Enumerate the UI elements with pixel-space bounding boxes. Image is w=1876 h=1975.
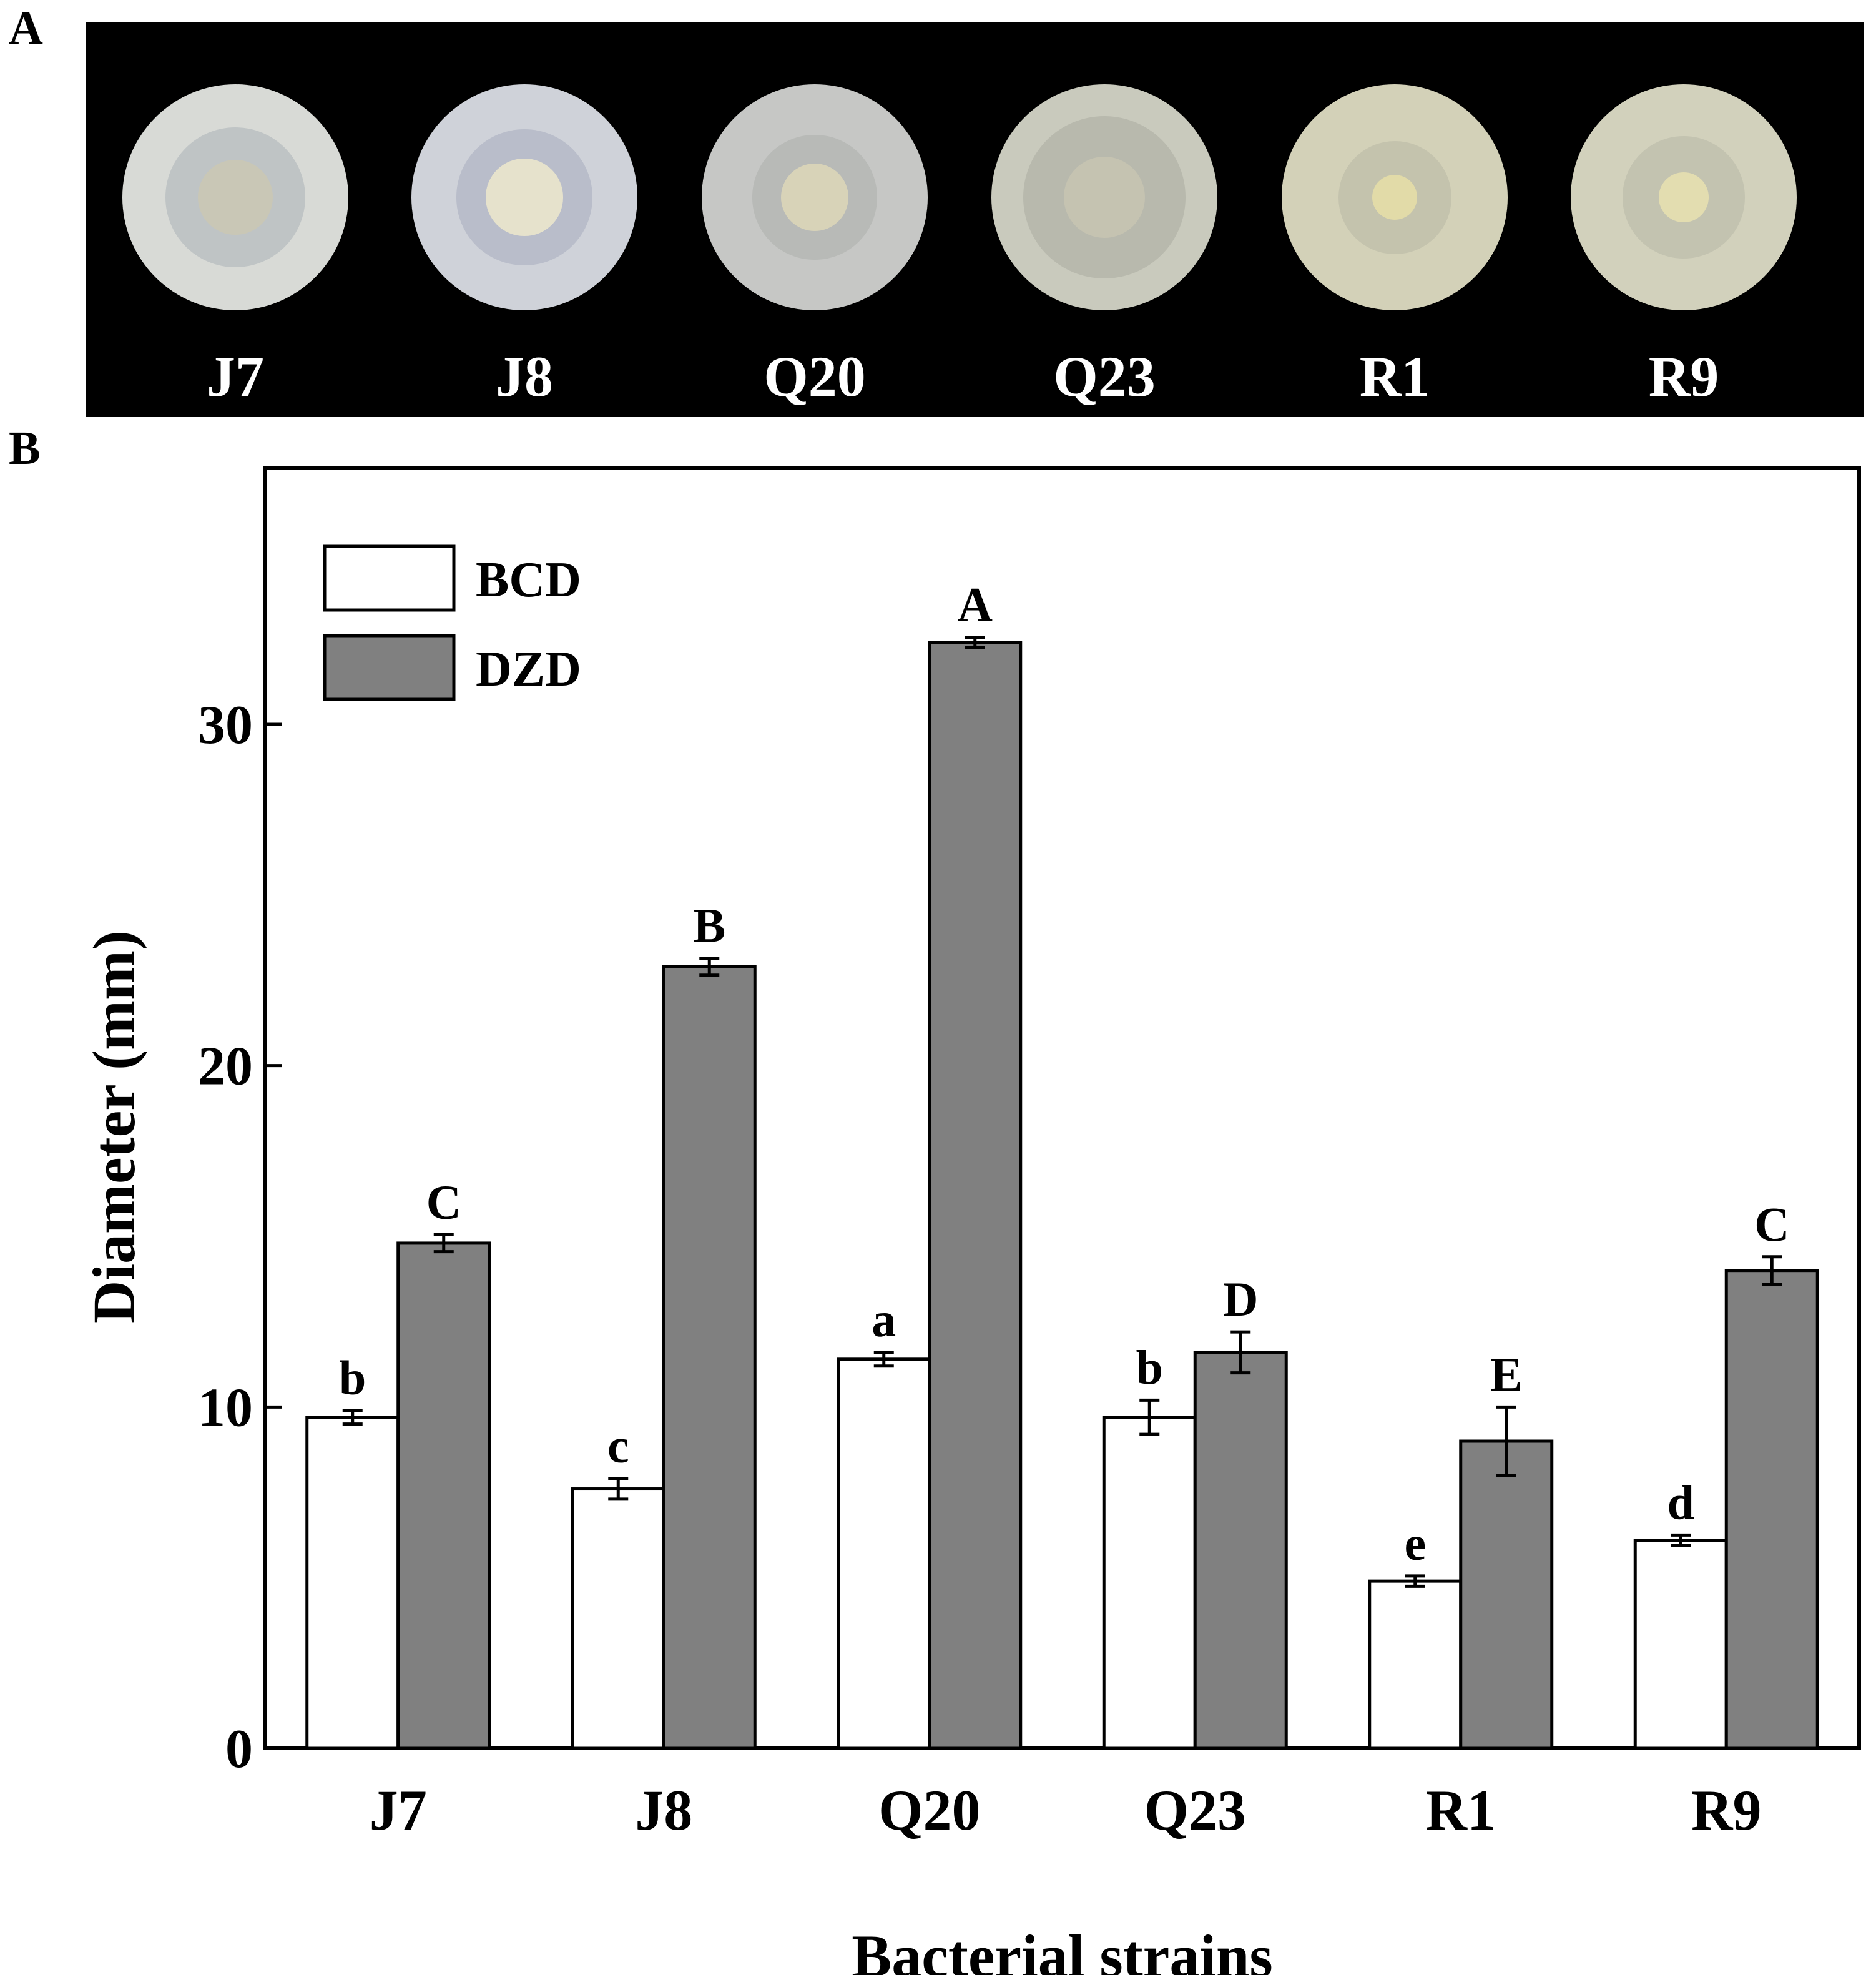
bar-bcd-j7 [305, 1416, 400, 1750]
bar-bcd-j8 [571, 1487, 665, 1750]
significance-letter: C [1754, 1197, 1789, 1251]
bar-dzd-r9 [1724, 1269, 1819, 1750]
y-tick-label: 10 [198, 1377, 253, 1438]
significance-letter: a [872, 1293, 896, 1347]
y-tick-label: 30 [198, 695, 253, 756]
significance-letter: b [339, 1351, 366, 1405]
plate-label-q20: Q20 [764, 345, 866, 408]
x-axis-title: Bacterial strains [852, 1923, 1273, 1975]
x-tick-label: J8 [635, 1778, 692, 1842]
x-tick-label: Q23 [1144, 1778, 1246, 1842]
bar-bcd-q20 [837, 1357, 931, 1750]
colony-j7 [198, 160, 273, 235]
bar-bcd-r1 [1368, 1579, 1463, 1750]
significance-letter: b [1136, 1340, 1163, 1394]
significance-letter: e [1404, 1516, 1426, 1570]
bar-dzd-q20 [928, 641, 1023, 1750]
bar-chart: 0 10 20 30 J7 b C J8 c B Q20 a A Q23 b D R1 e E R9 d C Bacteri… [81, 466, 1861, 1975]
colony-r1 [1372, 174, 1418, 220]
legend-label-dzd: DZD [476, 642, 581, 697]
x-tick-label: R9 [1691, 1778, 1761, 1842]
significance-letter: B [693, 898, 725, 952]
significance-letter: A [958, 578, 993, 632]
bar-dzd-j7 [396, 1241, 491, 1750]
x-tick-label: J7 [370, 1778, 427, 1842]
bar-dzd-j8 [662, 965, 757, 1750]
plate-label-r1: R1 [1359, 345, 1430, 408]
y-tick-label: 20 [198, 1037, 253, 1097]
legend-swatch-dzd [323, 634, 456, 701]
significance-letter: C [426, 1175, 461, 1229]
panel-label-b: B [9, 422, 41, 475]
legend-label-bcd: BCD [476, 553, 581, 608]
significance-letter: D [1223, 1272, 1258, 1326]
x-tick-label: Q20 [878, 1778, 981, 1842]
colony-j8 [486, 159, 563, 236]
bar-bcd-r9 [1633, 1539, 1728, 1750]
legend-swatch-bcd [323, 544, 456, 612]
significance-letter: c [607, 1419, 629, 1473]
plate-label-j7: J7 [207, 345, 264, 408]
panel-label-a: A [9, 2, 43, 54]
significance-letter: d [1667, 1475, 1694, 1529]
colony-q20 [780, 163, 849, 232]
plate-label-q23: Q23 [1053, 345, 1156, 408]
significance-letter: E [1490, 1347, 1523, 1401]
x-tick-label: R1 [1426, 1778, 1496, 1842]
plate-label-j8: J8 [496, 345, 553, 408]
petri-dish-photo-strip: J7 J8 Q20 Q23 R1 R9 [86, 22, 1864, 417]
bar-dzd-r1 [1459, 1439, 1554, 1750]
y-axis-title: Diameter (mm) [81, 930, 147, 1324]
bar-bcd-q23 [1102, 1416, 1197, 1750]
colony-r9 [1659, 172, 1709, 222]
plot-frame [263, 466, 1861, 1750]
bar-dzd-q23 [1193, 1351, 1288, 1750]
plate-label-r9: R9 [1648, 345, 1719, 408]
colony-q23 [1063, 156, 1146, 239]
y-tick-label: 0 [225, 1719, 253, 1780]
